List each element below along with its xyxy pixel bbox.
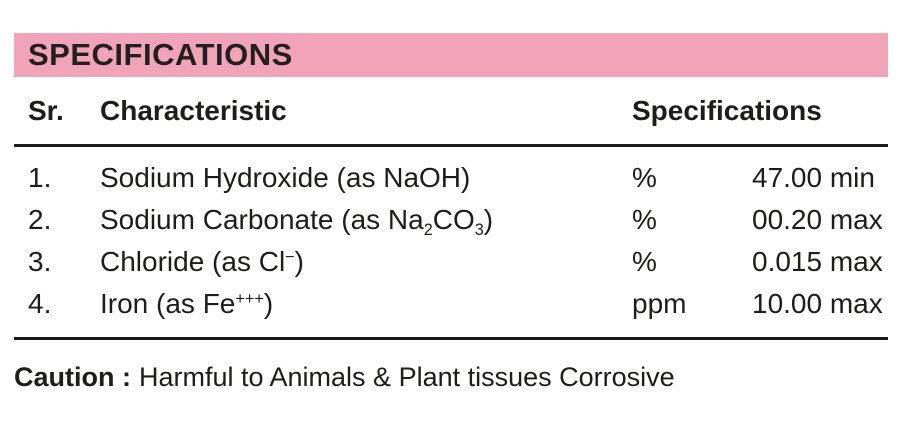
column-header-characteristic: Characteristic <box>100 94 287 126</box>
row-characteristic: Chloride (as Cl−) <box>100 246 304 277</box>
column-header-sr: Sr. <box>28 94 64 126</box>
row-characteristic: Sodium Hydroxide (as NaOH) <box>100 162 471 193</box>
caution-line: Caution : Harmful to Animals & Plant tiss… <box>14 357 888 397</box>
bottom-rule <box>14 337 888 340</box>
table-row: 2. Sodium Carbonate (as Na2CO3) % 00.20 … <box>14 199 888 241</box>
row-unit: % <box>632 162 657 193</box>
column-header-specifications: Specifications <box>632 94 822 126</box>
row-value: 47.00 min <box>752 162 875 193</box>
table-row: 4. Iron (as Fe+++) ppm 10.00 max <box>14 283 888 325</box>
row-characteristic: Iron (as Fe+++) <box>100 288 274 319</box>
table-header-row: Sr. Characteristic Specifications <box>14 77 888 144</box>
row-number: 4. <box>28 288 52 319</box>
row-number: 1. <box>28 162 52 193</box>
row-value: 00.20 max <box>752 204 883 235</box>
row-number: 2. <box>28 204 52 235</box>
table-row: 1. Sodium Hydroxide (as NaOH) % 47.00 mi… <box>14 157 888 199</box>
table-row: 3. Chloride (as Cl−) % 0.015 max <box>14 241 888 283</box>
top-rule <box>14 144 888 147</box>
row-unit: ppm <box>632 288 687 319</box>
table-rows: 1. Sodium Hydroxide (as NaOH) % 47.00 mi… <box>14 147 888 337</box>
caution-label: Caution : <box>14 362 131 392</box>
row-unit: % <box>632 246 657 277</box>
row-unit: % <box>632 204 657 235</box>
caution-text: Harmful to Animals & Plant tissues Corro… <box>138 362 675 392</box>
row-characteristic: Sodium Carbonate (as Na2CO3) <box>100 204 494 239</box>
title-bar: SPECIFICATIONS <box>14 33 888 77</box>
spec-sheet-content: SPECIFICATIONS Sr. Characteristic Specif… <box>14 33 888 397</box>
row-value: 10.00 max <box>752 288 883 319</box>
row-number: 3. <box>28 246 52 277</box>
row-value: 0.015 max <box>752 246 883 277</box>
page-title: SPECIFICATIONS <box>28 37 293 72</box>
